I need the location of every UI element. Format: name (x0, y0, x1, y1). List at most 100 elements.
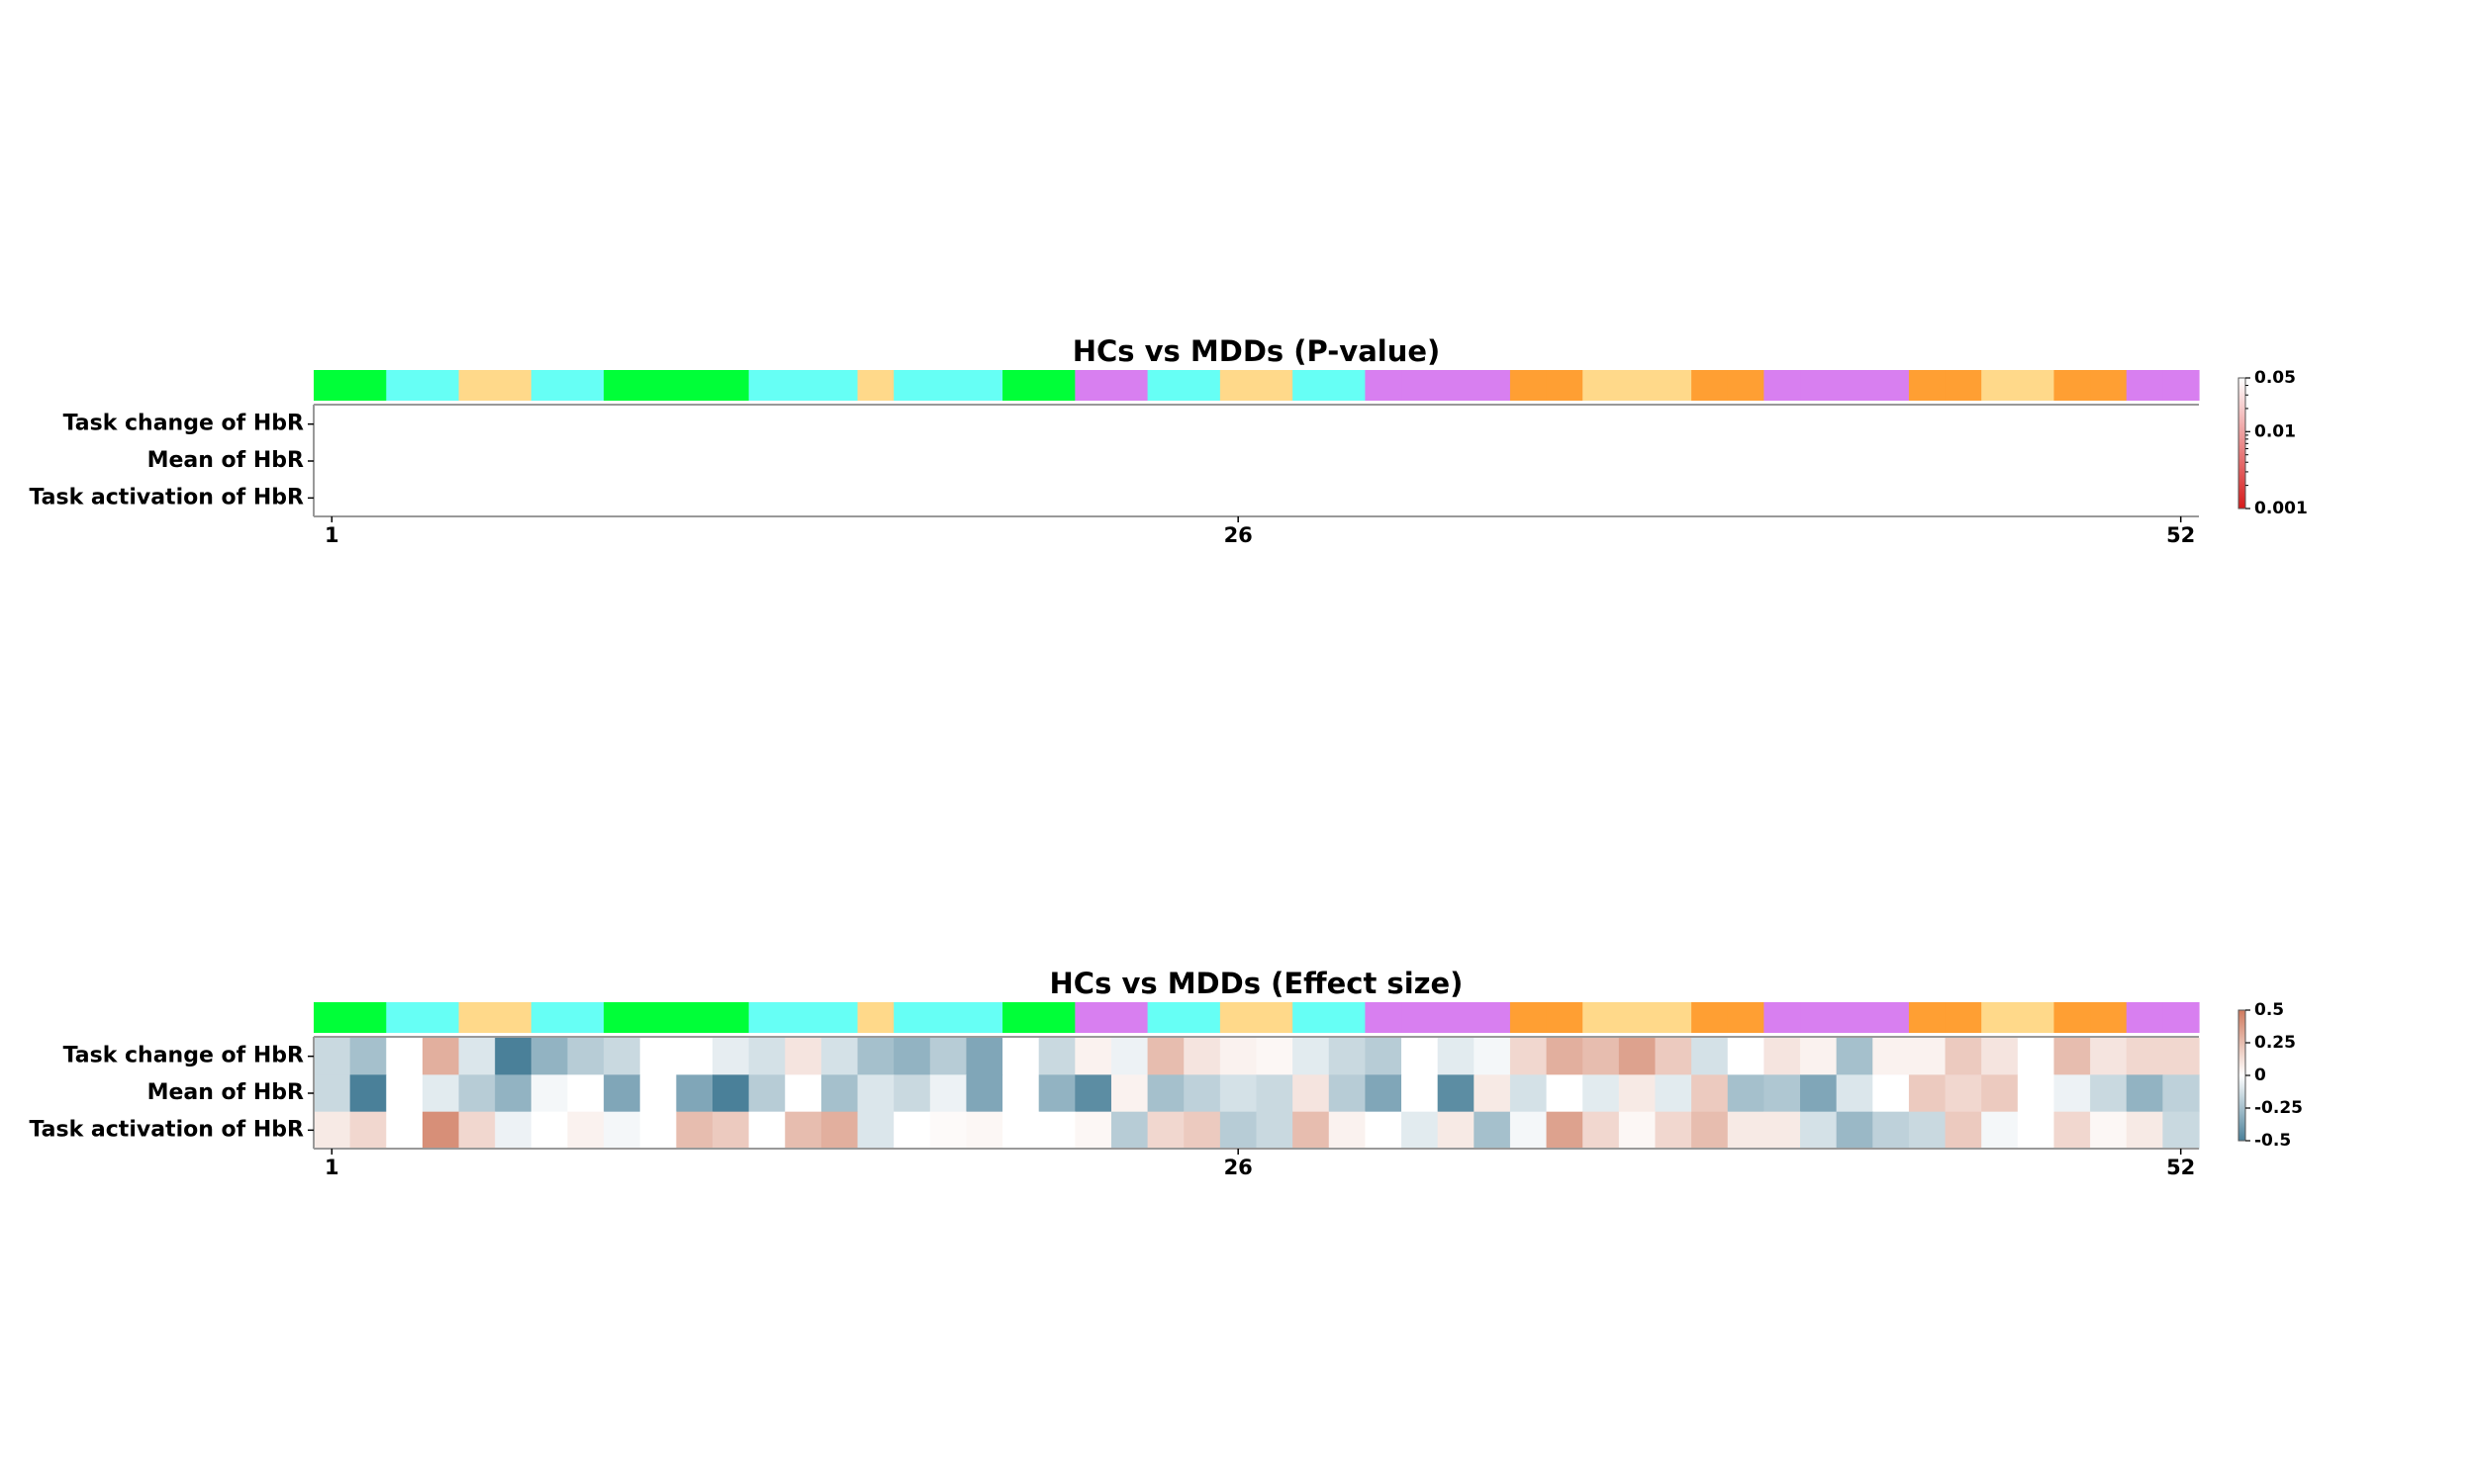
heatmap-cell (1292, 1038, 1330, 1075)
region-strip-cell (314, 1002, 351, 1033)
region-strip-cell (1401, 1002, 1439, 1033)
heatmap-cell (1184, 1038, 1221, 1075)
heatmap-cell (1981, 1038, 2019, 1075)
heatmap-cell (386, 1038, 424, 1075)
row-label: Task change of HbR (63, 412, 304, 436)
heatmap-cell (604, 1038, 641, 1075)
heatmap-cell (966, 1074, 1003, 1113)
heatmap-cell (1219, 1111, 1258, 1150)
x-tick-label: 1 (325, 1156, 339, 1179)
region-strip-cell (1763, 1002, 1801, 1033)
heatmap-cell (1509, 1074, 1548, 1113)
region-strip-cell (567, 370, 605, 401)
heatmap-cell (1618, 1038, 1657, 1075)
region-strip-cell (929, 370, 968, 401)
chart-title: HCs vs MDDs (P-value) (1073, 334, 1441, 368)
heatmap-cell (712, 1111, 750, 1150)
region-strip-cell (2017, 370, 2055, 401)
heatmap-cell (1800, 1074, 1838, 1113)
region-strip-cell (1509, 370, 1548, 401)
heatmap-cell (1401, 1074, 1439, 1113)
heatmap-cell (2053, 1074, 2091, 1113)
heatmap-cell (386, 1111, 424, 1150)
heatmap-cell (2162, 1038, 2200, 1075)
region-strip-cell (1219, 370, 1258, 401)
region-strip-cell (1401, 370, 1439, 401)
heatmap-cell (1872, 1074, 1910, 1113)
heatmap-cell (1981, 1074, 2019, 1113)
heatmap-cell (1727, 1038, 1764, 1075)
region-strip-cell (1110, 1002, 1149, 1033)
heatmap-cell (894, 1038, 931, 1075)
colorbar-tick-label: 0.5 (2254, 1000, 2284, 1020)
heatmap-cell (314, 1038, 351, 1075)
heatmap-cell (1582, 1111, 1620, 1150)
heatmap-cell (1836, 1074, 1873, 1113)
region-strip-cell (820, 1002, 859, 1033)
heatmap-cell (1836, 1111, 1873, 1150)
region-strip-cell (1219, 1002, 1258, 1033)
heatmap-cell (2126, 1111, 2163, 1150)
heatmap-cell (1002, 1111, 1040, 1150)
region-strip-cell (785, 370, 822, 401)
heatmap-cell (530, 1074, 569, 1113)
p-value-panel: HCs vs MDDs (P-value) Task change of HbR M… (30, 334, 2308, 547)
heatmap-cell (530, 1038, 569, 1075)
region-strip-cell (2126, 370, 2163, 401)
region-strip-cell (1655, 370, 1692, 401)
heatmap-cell (929, 1074, 968, 1113)
heatmap-cell (1365, 1074, 1402, 1113)
region-strip-cell (1618, 370, 1657, 401)
heatmap-cell (820, 1038, 859, 1075)
region-strip-cell (604, 1002, 641, 1033)
heatmap-cell (1075, 1111, 1112, 1150)
heatmap-cell (639, 1111, 677, 1150)
region-strip-cell (1292, 370, 1330, 401)
heatmap-cell (1908, 1038, 1947, 1075)
heatmap-cell (929, 1038, 968, 1075)
colorbar-tick-label: 0.01 (2254, 421, 2296, 441)
region-strip-cell (1365, 1002, 1402, 1033)
heatmap-cell (530, 1111, 569, 1150)
heatmap-cell (748, 1111, 786, 1150)
row-label: Mean of HbR (147, 448, 304, 473)
heatmap-cell (785, 1074, 822, 1113)
region-strip-cell (1437, 1002, 1475, 1033)
region-strip-cell (1002, 1002, 1040, 1033)
heatmap-cell (1328, 1111, 1367, 1150)
heatmap-cell (1546, 1038, 1583, 1075)
heatmap-cell (1256, 1111, 1293, 1150)
x-tick-label: 52 (2166, 1156, 2195, 1179)
heatmap-cell (1800, 1111, 1838, 1150)
region-strip-cell (530, 1002, 569, 1033)
region-strip-cell (1038, 370, 1076, 401)
region-strip-cell (1727, 370, 1764, 401)
heatmap-cell (1509, 1111, 1548, 1150)
heatmap-cell (1292, 1111, 1330, 1150)
region-strip-cell (2126, 1002, 2163, 1033)
heatmap-cell (1655, 1111, 1692, 1150)
heatmap-cell (314, 1111, 351, 1150)
colorbar (2237, 1009, 2246, 1142)
heatmap-cell (1002, 1074, 1040, 1113)
heatmap-cell (1474, 1074, 1511, 1113)
region-strip-cell (1582, 1002, 1620, 1033)
heatmap-cell (785, 1111, 822, 1150)
heatmap-cell (676, 1038, 714, 1075)
heatmap-cell (857, 1074, 895, 1113)
region-strip-cell (1328, 370, 1367, 401)
region-strip-cell (1981, 370, 2019, 401)
heatmap-cell (422, 1038, 460, 1075)
heatmap-cell (1546, 1111, 1583, 1150)
heatmap-cell (2017, 1074, 2055, 1113)
region-strip-cell (894, 370, 931, 401)
colorbar-tick-label: 0 (2254, 1066, 2266, 1085)
region-strip-cell (1365, 370, 1402, 401)
region-strip-cell (1147, 1002, 1185, 1033)
row-label: Mean of HbR (147, 1080, 304, 1105)
heatmap-cell (894, 1074, 931, 1113)
heatmap-cell (1437, 1074, 1475, 1113)
region-strip-cell (894, 1002, 931, 1033)
heatmap-cell (1328, 1038, 1367, 1075)
